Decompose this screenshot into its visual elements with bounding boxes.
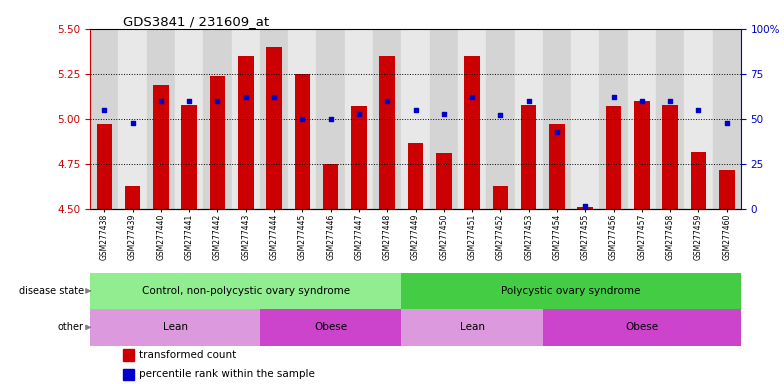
Text: other: other <box>58 322 84 333</box>
Bar <box>289 29 317 209</box>
Bar <box>125 186 140 209</box>
Point <box>98 107 111 113</box>
Bar <box>628 29 656 209</box>
Bar <box>514 29 543 209</box>
Point <box>466 94 478 101</box>
Bar <box>543 29 571 209</box>
Bar <box>713 29 741 209</box>
Bar <box>492 186 508 209</box>
Bar <box>90 273 401 309</box>
Point <box>296 116 309 122</box>
Point <box>126 119 139 126</box>
Bar <box>267 47 281 209</box>
Bar <box>323 164 339 209</box>
Bar <box>600 29 628 209</box>
Text: percentile rank within the sample: percentile rank within the sample <box>139 369 315 379</box>
Bar <box>656 29 684 209</box>
Point <box>381 98 394 104</box>
Bar <box>203 29 231 209</box>
Bar <box>486 29 514 209</box>
Text: Obese: Obese <box>626 322 659 333</box>
Bar <box>90 309 260 346</box>
Point <box>522 98 535 104</box>
Bar <box>606 106 622 209</box>
Bar <box>401 309 543 346</box>
Bar <box>231 29 260 209</box>
Point <box>494 113 506 119</box>
Point <box>664 98 677 104</box>
Bar <box>96 124 112 209</box>
Bar <box>260 309 401 346</box>
Bar <box>122 369 134 380</box>
Bar <box>373 29 401 209</box>
Point <box>325 116 337 122</box>
Bar <box>153 85 169 209</box>
Text: transformed count: transformed count <box>139 350 236 360</box>
Point <box>437 111 450 117</box>
Text: Control, non-polycystic ovary syndrome: Control, non-polycystic ovary syndrome <box>142 286 350 296</box>
Bar <box>634 101 650 209</box>
Point <box>720 119 733 126</box>
Bar <box>317 29 345 209</box>
Point <box>268 94 281 101</box>
Text: Obese: Obese <box>314 322 347 333</box>
Bar <box>122 349 134 361</box>
Bar <box>543 309 741 346</box>
Bar <box>430 29 458 209</box>
Bar <box>458 29 486 209</box>
Text: GDS3841 / 231609_at: GDS3841 / 231609_at <box>122 15 269 28</box>
Point <box>409 107 422 113</box>
Bar <box>209 76 225 209</box>
Bar <box>662 104 678 209</box>
Point <box>154 98 167 104</box>
Bar <box>550 124 564 209</box>
Text: Lean: Lean <box>459 322 485 333</box>
Bar <box>436 153 452 209</box>
Bar <box>691 152 706 209</box>
Bar <box>260 29 289 209</box>
Bar <box>401 273 741 309</box>
Text: Polycystic ovary syndrome: Polycystic ovary syndrome <box>502 286 641 296</box>
Point <box>608 94 620 101</box>
Bar <box>181 104 197 209</box>
Point <box>239 94 252 101</box>
Bar <box>147 29 175 209</box>
Point <box>550 129 563 135</box>
Point <box>353 111 365 117</box>
Bar <box>571 29 600 209</box>
Point <box>579 203 592 209</box>
Bar <box>719 170 735 209</box>
Point <box>183 98 195 104</box>
Bar <box>175 29 203 209</box>
Bar <box>408 142 423 209</box>
Bar <box>379 56 395 209</box>
Bar <box>238 56 253 209</box>
Bar <box>464 56 480 209</box>
Bar <box>351 106 367 209</box>
Bar <box>90 29 118 209</box>
Bar <box>345 29 373 209</box>
Point <box>636 98 648 104</box>
Bar <box>295 74 310 209</box>
Text: disease state: disease state <box>19 286 84 296</box>
Bar <box>578 207 593 209</box>
Bar <box>401 29 430 209</box>
Bar <box>521 104 536 209</box>
Bar <box>118 29 147 209</box>
Bar <box>684 29 713 209</box>
Text: Lean: Lean <box>162 322 187 333</box>
Point <box>692 107 705 113</box>
Point <box>211 98 223 104</box>
